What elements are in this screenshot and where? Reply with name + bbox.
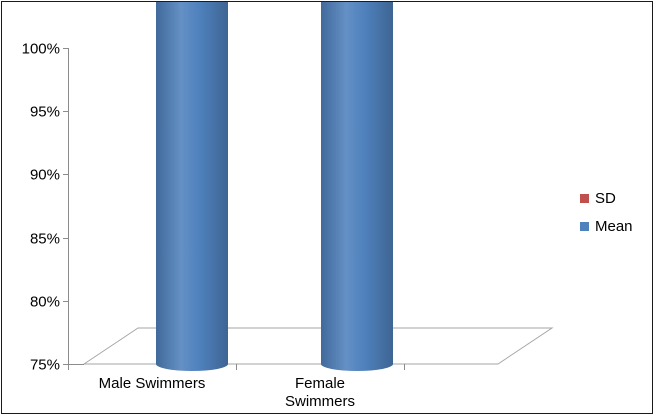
y-tick-label: 85%: [30, 231, 60, 248]
y-tick-label: 100%: [22, 41, 60, 58]
chart-frame: 75% 80% 85% 90% 95% 100% Male Swimmers Female S…: [1, 0, 653, 414]
legend: SD Mean: [580, 190, 633, 235]
bar-stack-1: [321, 0, 393, 371]
bar-mean-0: [156, 0, 228, 371]
y-tick-label: 75%: [30, 357, 60, 374]
y-tick-label: 90%: [30, 167, 60, 184]
x-axis-labels: Male Swimmers Female Swimmers: [68, 364, 405, 410]
chart: 75% 80% 85% 90% 95% 100% Male Swimmers Female S…: [22, 0, 633, 410]
legend-swatch-mean: [580, 222, 589, 231]
x-tick-label: Female Swimmers: [285, 375, 355, 410]
bar-stack-0: [156, 0, 228, 371]
y-axis: 75% 80% 85% 90% 95% 100%: [22, 41, 69, 374]
y-tick-label: 80%: [30, 294, 60, 311]
chart-floor: [82, 327, 554, 365]
legend-swatch-sd: [580, 194, 589, 203]
bar-mean-1: [321, 0, 393, 371]
bar-group: [156, 0, 393, 371]
y-tick-label: 95%: [30, 104, 60, 121]
legend-label-sd: SD: [595, 190, 616, 207]
floor-plane: [82, 327, 554, 365]
x-tick-label: Male Swimmers: [99, 375, 206, 392]
legend-label-mean: Mean: [595, 218, 633, 235]
